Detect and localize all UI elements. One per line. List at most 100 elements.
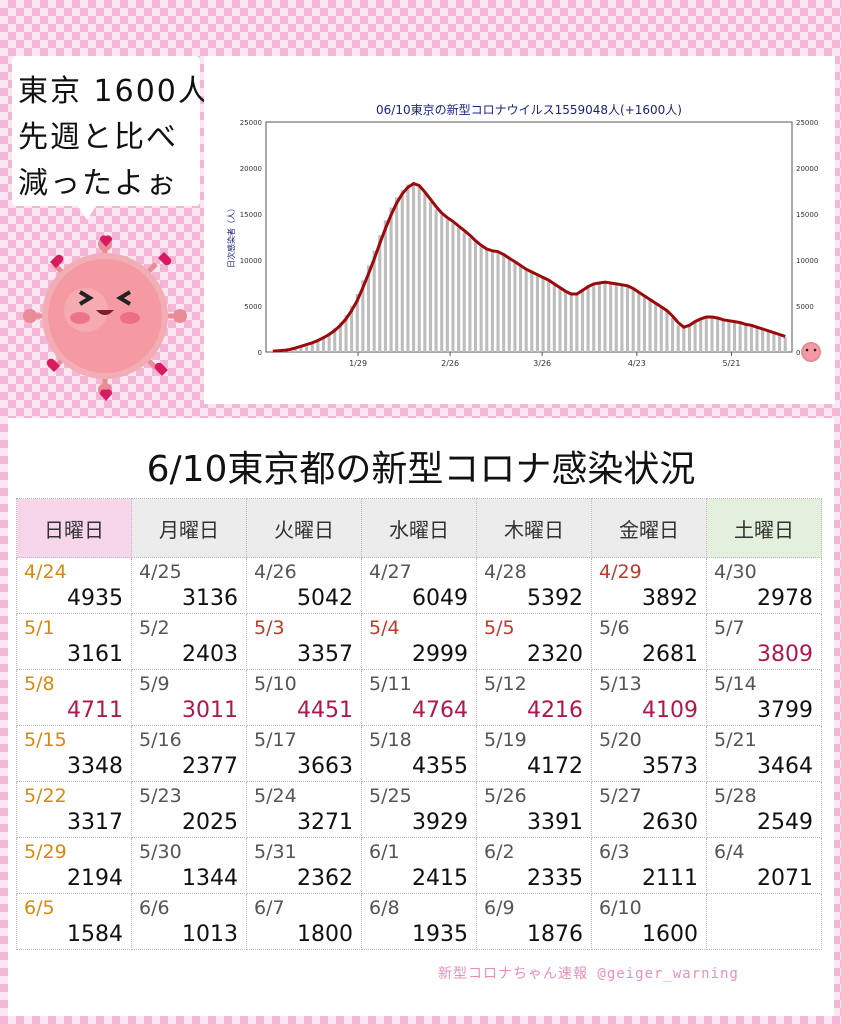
bar <box>457 227 461 352</box>
bar <box>271 350 275 352</box>
bar <box>366 265 371 352</box>
table-row: 5/8 4711 5/9 3011 5/10 4451 5/11 4764 5/12 4216 5/… <box>16 669 822 726</box>
table-cell: 6/8 1935 <box>361 893 477 950</box>
cell-date: 6/4 <box>714 841 745 863</box>
table-cell: 6/10 1600 <box>591 893 707 950</box>
bar <box>541 278 545 352</box>
table-cell: 5/3 3357 <box>246 613 362 670</box>
cell-date: 5/1 <box>24 617 55 639</box>
table-cell: 6/6 1013 <box>131 893 247 950</box>
cell-date: 5/11 <box>369 673 412 695</box>
y-tick-label: 5000 <box>244 303 262 311</box>
table-cell: 4/28 5392 <box>476 557 592 614</box>
bar <box>575 293 579 352</box>
cell-count: 2362 <box>297 866 353 891</box>
table-cell: 5/28 2549 <box>706 781 822 838</box>
speech-bubble: 東京 1600人 先週と比べ 減ったよぉ <box>12 56 208 206</box>
cell-date: 5/18 <box>369 729 412 751</box>
bubble-line-2: 先週と比べ <box>18 120 178 155</box>
table-body: 4/24 4935 4/25 3136 4/26 5042 4/27 6049 4/28 5392… <box>16 557 822 950</box>
x-tick-label: 3/26 <box>533 359 551 368</box>
cell-count: 4355 <box>412 754 468 779</box>
cell-count: 1584 <box>67 922 123 947</box>
table-cell: 4/26 5042 <box>246 557 362 614</box>
cell-count: 3011 <box>182 698 238 723</box>
bar <box>693 320 697 352</box>
daily-cases-chart: 06/10東京の新型コロナウイルス1559048人(+1600人) 0 5000 1… <box>226 102 821 368</box>
bar <box>721 319 725 352</box>
table-cell: 5/1 3161 <box>16 613 132 670</box>
table-cell: 5/5 2320 <box>476 613 592 670</box>
y-tick-label: 0 <box>258 349 262 357</box>
cell-date: 4/25 <box>139 561 182 583</box>
bar <box>738 323 742 352</box>
weekday-header: 木曜日 <box>476 498 592 558</box>
bar <box>625 286 630 352</box>
bar <box>603 282 607 352</box>
bar <box>333 328 337 352</box>
y-axis-label: 日次感染者（人） <box>226 204 236 268</box>
bar <box>631 289 635 352</box>
table-cell: 4/29 3892 <box>591 557 707 614</box>
bar <box>490 250 494 352</box>
weekday-header: 月曜日 <box>131 498 247 558</box>
cell-date: 5/7 <box>714 617 745 639</box>
cell-count: 2681 <box>642 642 698 667</box>
bar <box>586 284 590 352</box>
cell-date: 5/21 <box>714 729 757 751</box>
bar <box>620 284 624 352</box>
y-tick-label: 15000 <box>240 211 262 219</box>
cell-date: 4/27 <box>369 561 412 583</box>
cell-count: 1876 <box>527 922 583 947</box>
cell-date: 5/6 <box>599 617 630 639</box>
table-cell: 6/9 1876 <box>476 893 592 950</box>
cell-count: 3464 <box>757 754 813 779</box>
bar <box>310 341 314 352</box>
x-tick-label: 2/26 <box>441 359 459 368</box>
table-cell: 5/27 2630 <box>591 781 707 838</box>
cell-date: 5/23 <box>139 785 182 807</box>
cell-date: 6/9 <box>484 897 515 919</box>
cell-count: 1800 <box>297 922 353 947</box>
bar <box>547 281 551 352</box>
table-cell: 5/25 3929 <box>361 781 477 838</box>
cell-date: 4/24 <box>24 561 67 583</box>
bar <box>766 331 770 352</box>
cell-count: 3391 <box>527 810 583 835</box>
cell-count: 4764 <box>412 698 468 723</box>
bar <box>423 193 427 352</box>
bar <box>699 317 703 352</box>
bar <box>378 235 382 352</box>
table-cell: 5/29 2194 <box>16 837 132 894</box>
bar <box>704 316 708 352</box>
bar <box>417 186 421 352</box>
bar <box>479 247 483 352</box>
cell-date: 6/1 <box>369 841 400 863</box>
cell-date: 5/13 <box>599 673 642 695</box>
weekday-header: 水曜日 <box>361 498 477 558</box>
x-tick-label: 5/21 <box>723 359 741 368</box>
bar <box>445 219 449 352</box>
bar <box>580 288 585 352</box>
cell-date: 5/27 <box>599 785 642 807</box>
bar <box>507 259 511 352</box>
table-cell: 5/10 4451 <box>246 669 362 726</box>
bar <box>321 336 326 352</box>
bar <box>344 315 348 352</box>
cell-count: 2999 <box>412 642 468 667</box>
bubble-line-3: 減ったよぉ <box>18 166 178 201</box>
bar <box>552 284 556 352</box>
cell-count: 3136 <box>182 586 238 611</box>
cell-date: 5/24 <box>254 785 297 807</box>
table-row: 4/24 4935 4/25 3136 4/26 5042 4/27 6049 4/28 5392… <box>16 557 822 614</box>
cell-date: 5/4 <box>369 617 400 639</box>
bar <box>389 207 393 352</box>
cell-count: 5392 <box>527 586 583 611</box>
bar <box>293 347 297 352</box>
cell-count: 3348 <box>67 754 123 779</box>
cell-count: 2549 <box>757 810 813 835</box>
cell-count: 2194 <box>67 866 123 891</box>
bar <box>558 288 562 352</box>
bar <box>614 283 618 352</box>
y-tick-label: 25000 <box>240 119 262 127</box>
